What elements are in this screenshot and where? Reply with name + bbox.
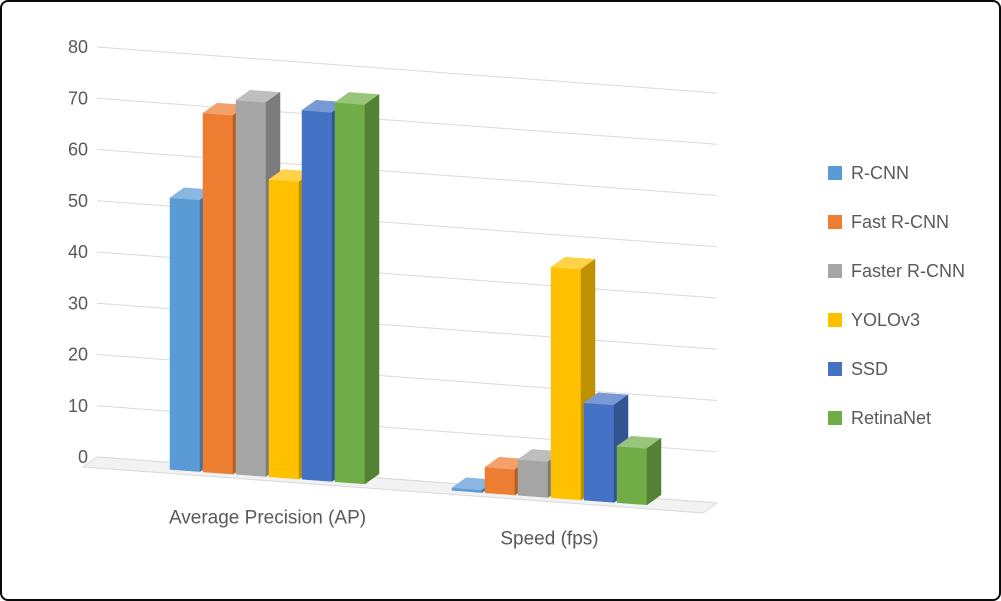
y-tick-label-50: 50 bbox=[68, 191, 88, 211]
bar-face bbox=[235, 99, 267, 477]
legend-label-yolov3: YOLOv3 bbox=[851, 310, 921, 330]
bar-face bbox=[550, 266, 582, 501]
legend-item-fast-r-cnn: Fast R-CNN bbox=[828, 213, 965, 231]
bar-face bbox=[202, 112, 234, 475]
y-tick-label-30: 30 bbox=[68, 293, 88, 313]
bar-face bbox=[646, 437, 662, 506]
bar-face bbox=[616, 445, 648, 506]
chart-legend: R-CNN Fast R-CNN Faster R-CNN YOLOv3 SSD Reti… bbox=[828, 164, 965, 427]
legend-label-fast-r-cnn: Fast R-CNN bbox=[851, 212, 949, 232]
legend-item-yolov3: YOLOv3 bbox=[828, 311, 965, 329]
legend-item-faster-r-cnn: Faster R-CNN bbox=[828, 262, 965, 280]
legend-label-retinanet: RetinaNet bbox=[851, 408, 932, 428]
legend-label-faster-r-cnn: Faster R-CNN bbox=[851, 261, 966, 281]
category-label-speed-fps: Speed (fps) bbox=[500, 529, 598, 550]
bar-retinanet-average-precision-ap bbox=[334, 92, 380, 485]
category-label-average-precision-ap: Average Precision (AP) bbox=[169, 508, 366, 529]
gridline-70 bbox=[96, 97, 718, 145]
legend-item-r-cnn: R-CNN bbox=[828, 164, 965, 182]
legend-label-r-cnn: R-CNN bbox=[851, 163, 909, 183]
bar-face bbox=[583, 402, 615, 503]
bar-face bbox=[364, 94, 380, 485]
y-tick-label-70: 70 bbox=[68, 88, 88, 108]
bar-retinanet-speed-fps bbox=[616, 435, 662, 506]
y-tick-label-20: 20 bbox=[68, 345, 88, 365]
legend-item-ssd: SSD bbox=[828, 360, 965, 378]
bar-face bbox=[268, 179, 300, 480]
bar-face bbox=[484, 466, 516, 496]
y-tick-label-60: 60 bbox=[68, 140, 88, 160]
gridline-80 bbox=[96, 46, 718, 94]
y-tick-label-40: 40 bbox=[68, 242, 88, 262]
bar-face bbox=[301, 109, 333, 482]
y-tick-label-80: 80 bbox=[68, 37, 88, 57]
legend-swatch-retinanet bbox=[828, 411, 842, 425]
legend-swatch-ssd bbox=[828, 362, 842, 376]
gridline-60 bbox=[96, 149, 718, 196]
legend-swatch-r-cnn bbox=[828, 166, 842, 180]
bar-face bbox=[334, 102, 366, 485]
legend-swatch-fast-r-cnn bbox=[828, 215, 842, 229]
bar-face bbox=[517, 459, 549, 498]
y-tick-label-10: 10 bbox=[68, 396, 88, 416]
legend-item-retinanet: RetinaNet bbox=[828, 409, 965, 427]
legend-swatch-faster-r-cnn bbox=[828, 264, 842, 278]
legend-label-ssd: SSD bbox=[851, 359, 889, 379]
y-tick-label-0: 0 bbox=[78, 447, 88, 467]
legend-swatch-yolov3 bbox=[828, 313, 842, 327]
bar-face bbox=[169, 197, 201, 472]
